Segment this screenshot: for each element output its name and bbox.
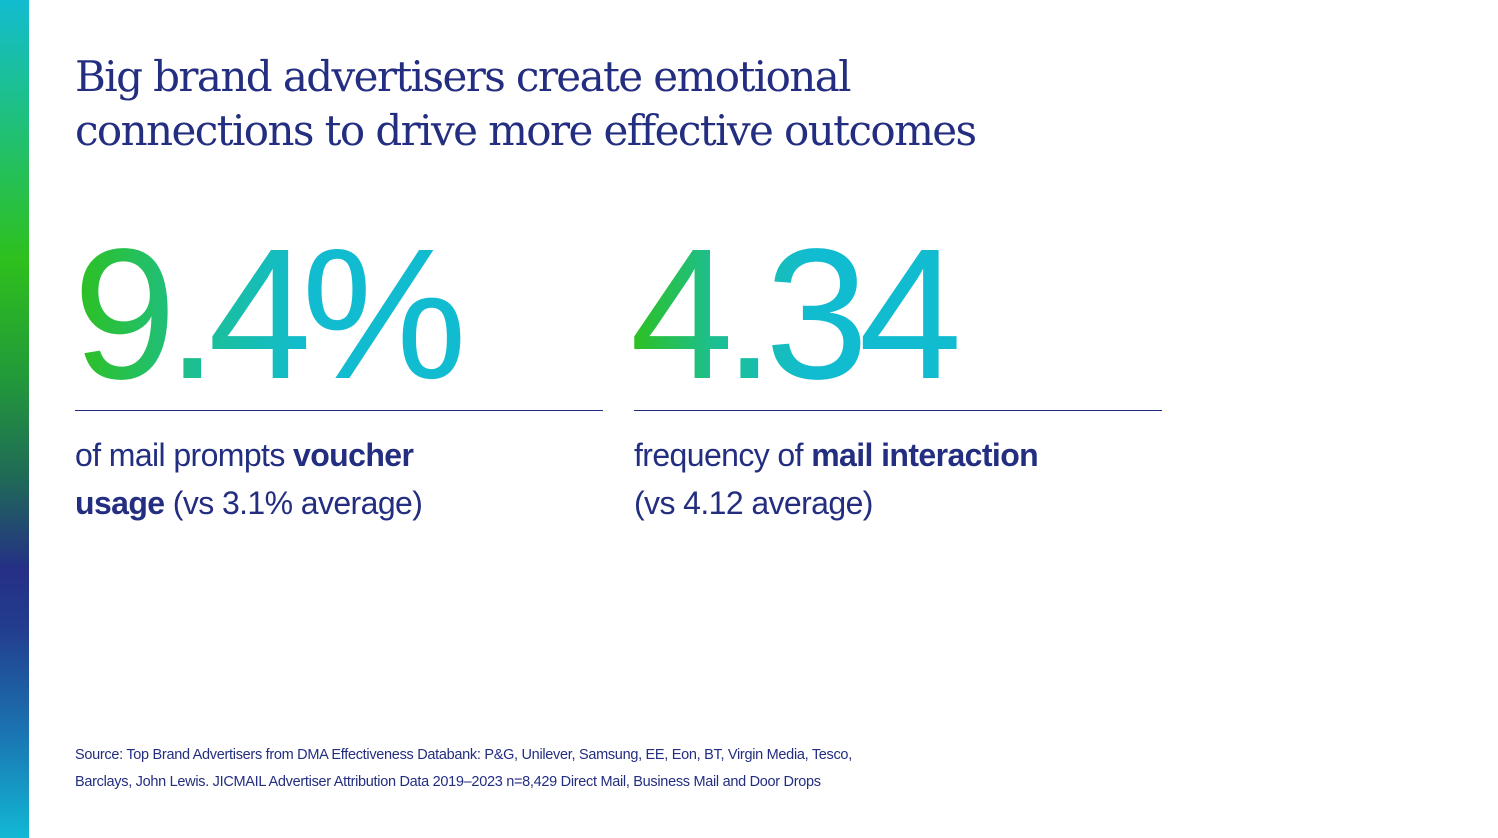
left-accent-bar [0, 0, 29, 838]
stat-voucher-usage-comparison: (vs 3.1% average) [164, 485, 423, 521]
source-note-line-1: Source: Top Brand Advertisers from DMA E… [75, 747, 852, 763]
stat-mail-interaction-value: 4.34 [630, 211, 1162, 418]
stat-mail-interaction-divider [634, 410, 1162, 411]
stat-mail-interaction-emphasis: mail interaction [811, 437, 1039, 473]
stat-voucher-usage-value-graphic: 9.4% [73, 211, 471, 418]
stat-voucher-usage-description: of mail prompts voucher usage (vs 3.1% av… [75, 431, 603, 527]
source-note-line-2: Barclays, John Lewis. JICMAIL Advertiser… [75, 774, 821, 790]
page-title-line-2: connections to drive more effective outc… [75, 106, 977, 155]
stat-voucher-usage-emphasis: voucher [293, 437, 414, 473]
stat-mail-interaction-description: frequency of mail interaction (vs 4.12 av… [634, 431, 1162, 527]
page-title: Big brand advertisers create emotional c… [75, 50, 1275, 158]
stat-mail-interaction-value-graphic: 4.34 [630, 211, 967, 418]
stat-mail-interaction-number: 4.34 [630, 211, 957, 418]
stat-mail-interaction-comparison: (vs 4.12 average) [634, 485, 873, 521]
source-note: Source: Top Brand Advertisers from DMA E… [75, 742, 975, 796]
stat-voucher-usage-text: of mail prompts [75, 437, 294, 473]
stat-voucher-usage-number: 9.4% [73, 211, 461, 418]
stat-voucher-usage-emphasis-2: usage [75, 485, 165, 521]
stat-voucher-usage: 9.4% of mail prompts voucher usage (vs 3.… [73, 211, 603, 527]
stat-mail-interaction-text: frequency of [634, 437, 812, 473]
stat-voucher-usage-divider [75, 410, 603, 411]
page-title-line-1: Big brand advertisers create emotional [75, 52, 852, 101]
stat-voucher-usage-value: 9.4% [73, 211, 603, 418]
stat-mail-interaction: 4.34 frequency of mail interaction (vs 4.… [630, 211, 1162, 527]
